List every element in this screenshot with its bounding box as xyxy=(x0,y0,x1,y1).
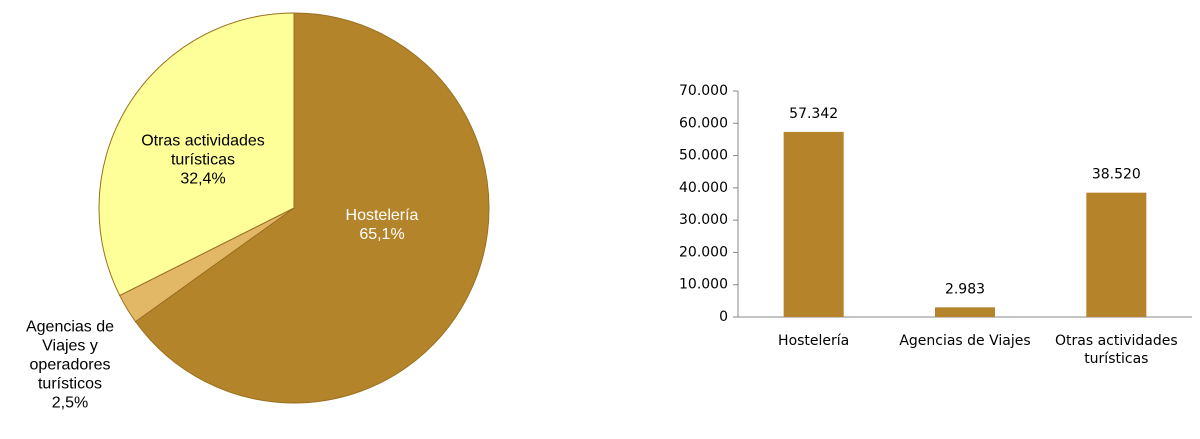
slice-value: 2,5% xyxy=(51,394,89,412)
y-tick-label: 0 xyxy=(719,309,728,325)
value-label: 57.342 xyxy=(789,106,838,122)
pie-slice xyxy=(98,12,295,297)
value-label: 38.520 xyxy=(1092,167,1141,183)
pie-slice xyxy=(134,12,490,404)
bar xyxy=(783,131,844,317)
slice-value: 32,4% xyxy=(180,170,226,188)
bar xyxy=(935,307,995,317)
slice-label: Hostelería 65,1% xyxy=(322,206,442,244)
y-tick-label: 30.000 xyxy=(679,212,728,228)
y-tick-label: 10.000 xyxy=(679,277,728,293)
y-tick-label: 60.000 xyxy=(679,115,728,131)
slice-label: Otras actividades turísticas 32,4% xyxy=(118,132,288,189)
bar xyxy=(1086,192,1147,317)
slice-label: Agencias de Viajes y operadores turístic… xyxy=(10,318,130,413)
x-tick-label: Otras actividades turísticas xyxy=(1054,333,1178,367)
y-tick-label: 50.000 xyxy=(679,148,728,164)
slice-name: Otras actividades turísticas xyxy=(141,132,265,169)
y-tick-label: 70.000 xyxy=(679,83,728,99)
slice-name: Hostelería xyxy=(345,207,419,224)
y-tick-label: 20.000 xyxy=(679,244,728,260)
slice-value: 65,1% xyxy=(359,226,405,243)
y-tick-label: 40.000 xyxy=(679,180,728,196)
x-tick-label: Hostelería xyxy=(778,333,850,349)
slice-name: Agencias de Viajes y operadores turístic… xyxy=(25,318,115,393)
x-tick-label: Agencias de Viajes xyxy=(899,333,1031,349)
value-label: 2.983 xyxy=(945,281,985,297)
